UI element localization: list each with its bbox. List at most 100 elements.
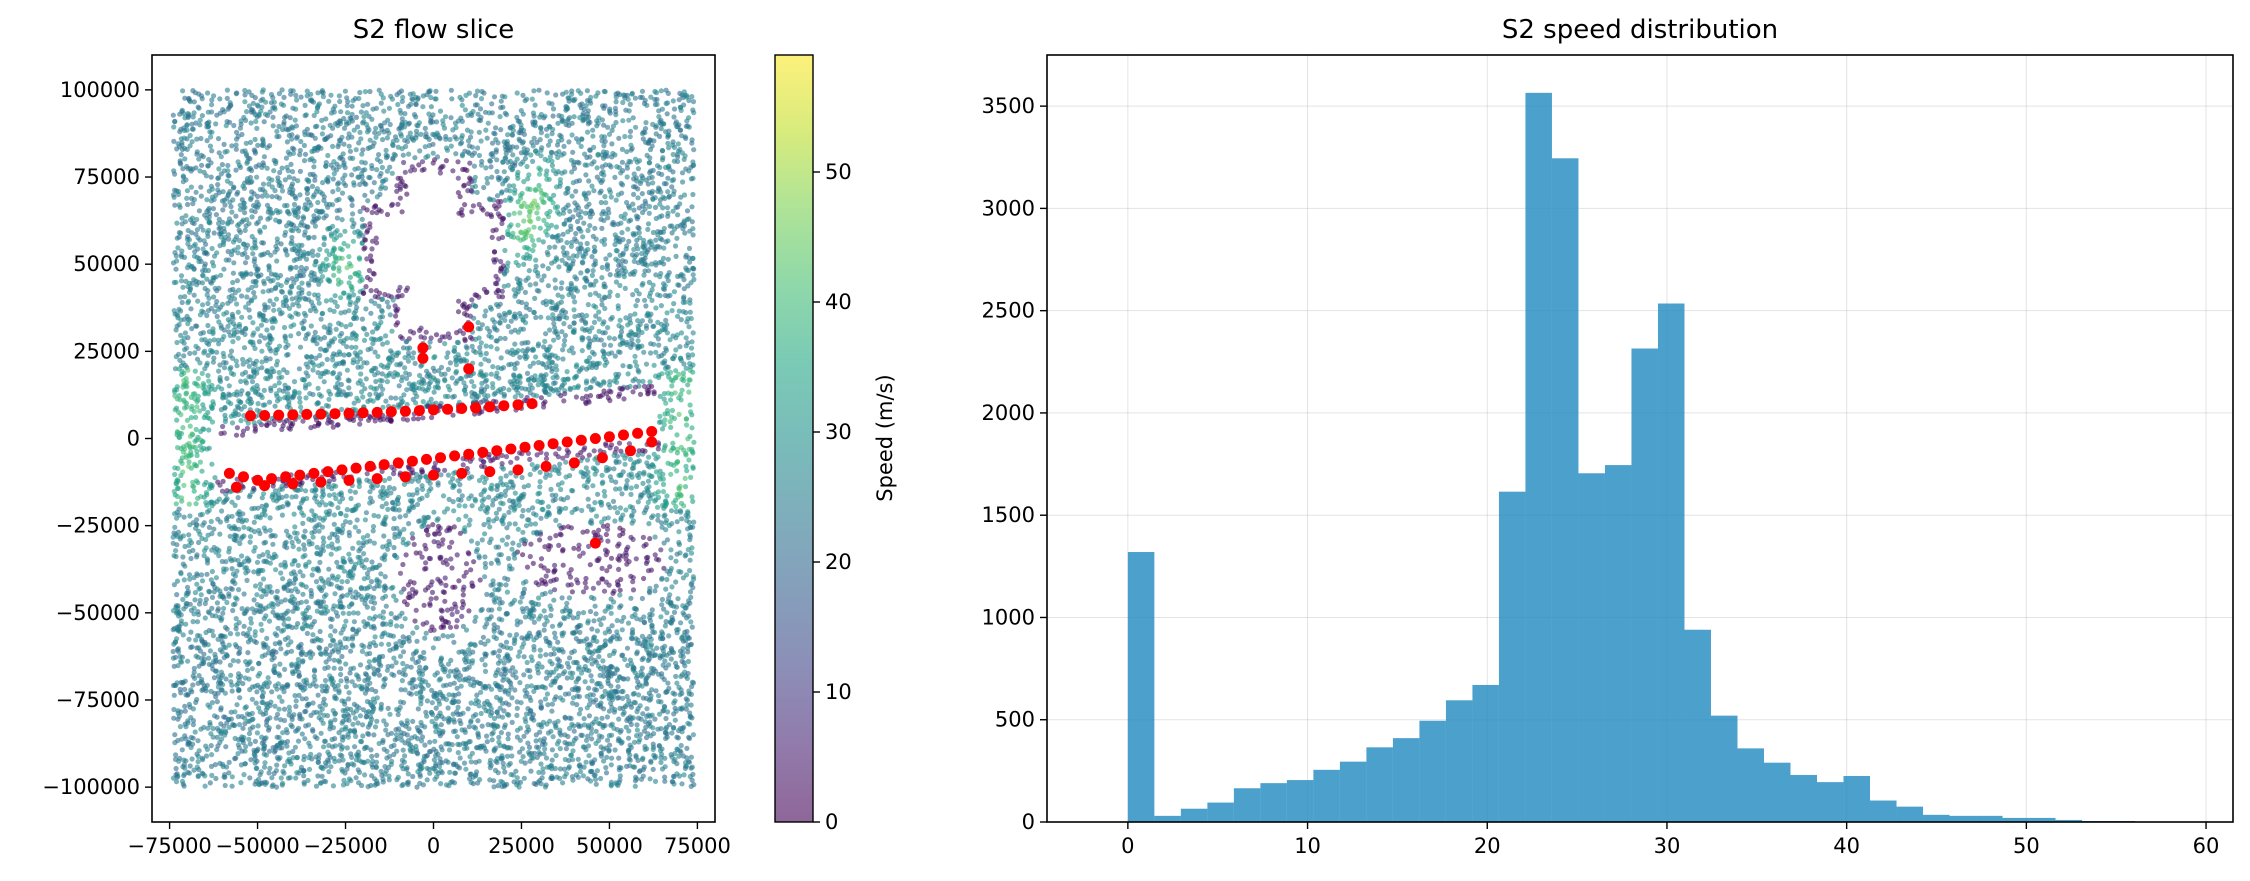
- flow-sample-point: [378, 91, 384, 97]
- flow-sample-point: [657, 164, 663, 170]
- flow-sample-point: [373, 288, 379, 294]
- flow-sample-point: [519, 594, 525, 600]
- flow-sample-point: [584, 457, 591, 463]
- flow-sample-point: [256, 162, 262, 168]
- flow-sample-point: [687, 567, 693, 574]
- flow-sample-point: [231, 122, 237, 129]
- flow-sample-point: [613, 256, 619, 262]
- flow-sample-point: [552, 587, 558, 593]
- flow-sample-point: [227, 188, 233, 195]
- flow-sample-point: [513, 632, 520, 638]
- flow-sample-point: [426, 488, 432, 494]
- flow-sample-point: [438, 472, 444, 478]
- flow-sample-point: [281, 689, 287, 695]
- flow-sample-point: [297, 399, 303, 405]
- flow-sample-point: [405, 771, 411, 777]
- flow-sample-point: [405, 779, 411, 785]
- flow-sample-point: [248, 616, 254, 622]
- flow-sample-point: [476, 201, 482, 208]
- flow-sample-point: [591, 448, 597, 454]
- flow-sample-point: [223, 676, 229, 682]
- flow-sample-point: [501, 169, 507, 175]
- flow-sample-point: [663, 715, 669, 722]
- flow-sample-point: [543, 675, 550, 681]
- flow-sample-point: [253, 583, 259, 589]
- flow-sample-point: [215, 337, 221, 343]
- flow-sample-point: [360, 394, 366, 400]
- flow-sample-point: [363, 284, 369, 290]
- flow-sample-point: [314, 123, 320, 129]
- flow-sample-point: [307, 307, 314, 314]
- flow-sample-point: [380, 595, 386, 601]
- flow-sample-point: [460, 623, 466, 630]
- flow-sample-point: [437, 170, 443, 176]
- flow-sample-point: [265, 288, 272, 294]
- flow-sample-point: [686, 377, 692, 383]
- flow-sample-point: [208, 763, 215, 770]
- flow-sample-point: [536, 595, 542, 601]
- flow-sample-point: [690, 352, 696, 358]
- flow-sample-point: [389, 328, 395, 334]
- flow-sample-point: [455, 159, 461, 165]
- flow-sample-point: [666, 633, 672, 639]
- flow-sample-point: [504, 753, 510, 759]
- flow-sample-point: [494, 168, 500, 175]
- flow-sample-point: [394, 525, 400, 531]
- flow-sample-point: [630, 579, 636, 585]
- flow-sample-point: [229, 499, 235, 505]
- flow-sample-point: [261, 764, 268, 770]
- flow-sample-point: [258, 322, 265, 328]
- flow-sample-point: [553, 285, 559, 291]
- flow-sample-point: [580, 610, 587, 616]
- flow-sample-point: [302, 385, 309, 391]
- flow-sample-point: [399, 623, 405, 629]
- flow-sample-point: [609, 623, 615, 629]
- flow-sample-point: [535, 601, 542, 608]
- flow-sample-point: [379, 503, 385, 510]
- flow-sample-point: [272, 403, 278, 409]
- flow-sample-point: [438, 164, 445, 170]
- flow-sample-point: [255, 326, 261, 332]
- flow-sample-point: [663, 619, 669, 625]
- flow-sample-point: [205, 109, 211, 115]
- flow-sample-point: [266, 399, 273, 405]
- flow-sample-point: [506, 212, 512, 218]
- flow-sample-point: [612, 707, 618, 713]
- flow-sample-point: [535, 216, 541, 222]
- flow-sample-point: [230, 239, 237, 245]
- flow-sample-point: [399, 293, 405, 299]
- flow-sample-point: [301, 542, 307, 548]
- flow-sample-point: [442, 467, 448, 473]
- flow-sample-point: [678, 194, 684, 200]
- flow-sample-point: [451, 639, 457, 645]
- flow-sample-point: [580, 529, 586, 535]
- flow-sample-point: [414, 624, 420, 631]
- flow-sample-point: [220, 207, 226, 213]
- flow-sample-point: [675, 313, 681, 319]
- flow-sample-point: [463, 627, 470, 633]
- flow-sample-point: [291, 257, 297, 263]
- flow-sample-point: [349, 172, 355, 178]
- flow-sample-point: [210, 633, 216, 639]
- flow-sample-point: [563, 505, 569, 511]
- flow-sample-point: [254, 125, 260, 131]
- flow-sample-point: [479, 723, 485, 729]
- flow-sample-point: [247, 539, 253, 545]
- flow-sample-point: [330, 424, 336, 430]
- flow-sample-point: [579, 348, 585, 354]
- flow-sample-point: [459, 153, 465, 159]
- flow-sample-point: [367, 489, 373, 495]
- flow-sample-point: [662, 755, 668, 761]
- flow-sample-point: [603, 256, 609, 262]
- flow-sample-point: [559, 595, 565, 601]
- flow-sample-point: [619, 159, 626, 165]
- flow-sample-point: [362, 192, 368, 198]
- flow-sample-point: [506, 509, 512, 515]
- flow-sample-point: [551, 651, 557, 657]
- flow-sample-point: [195, 759, 201, 765]
- flow-sample-point: [174, 578, 181, 584]
- flow-sample-point: [189, 756, 195, 762]
- flow-sample-point: [667, 419, 673, 425]
- flow-sample-point: [341, 290, 347, 296]
- flow-sample-point: [306, 541, 312, 547]
